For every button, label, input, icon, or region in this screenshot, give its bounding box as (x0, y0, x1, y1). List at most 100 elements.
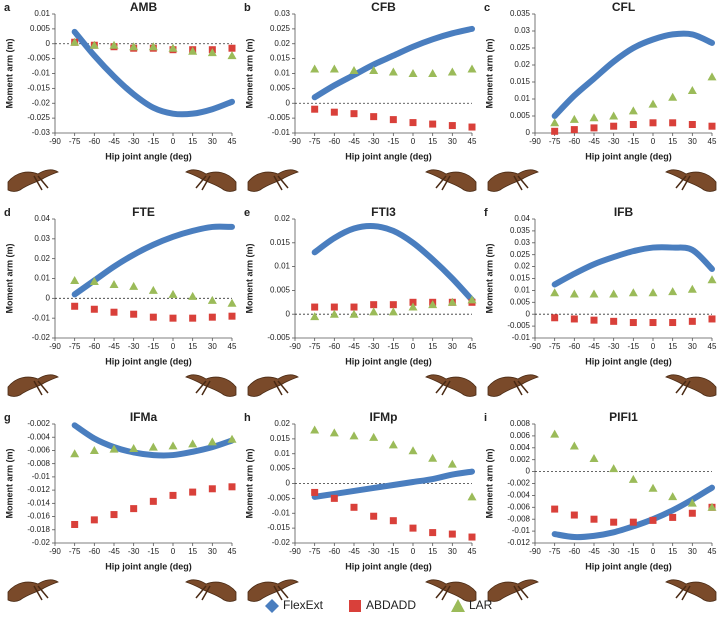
x-axis-label: Hip joint angle (deg) (585, 561, 672, 571)
triangle-marker (310, 312, 320, 321)
y-tick-label: 0.005 (270, 83, 291, 92)
triangle-marker (349, 309, 359, 318)
y-tick-label: -0.005 (267, 333, 290, 342)
triangle-marker (148, 285, 158, 294)
y-tick-label: -0.025 (27, 113, 50, 122)
y-tick-label: 0 (526, 309, 531, 318)
bird-leg (273, 585, 289, 601)
bird-shape (487, 169, 539, 192)
square-marker (551, 505, 559, 513)
x-tick-label: -90 (49, 137, 61, 146)
square-marker (90, 516, 98, 524)
x-tick-label: -45 (348, 137, 360, 146)
triangle-marker (168, 441, 178, 450)
x-tick-label: -30 (128, 137, 140, 146)
legend-label: FlexExt (283, 598, 324, 612)
x-tick-label: -75 (69, 547, 81, 556)
square-marker (330, 303, 338, 311)
flexext-line (71, 422, 235, 459)
y-tick-label: -0.016 (27, 512, 50, 521)
flexext-line (551, 244, 715, 288)
y-tick-label: -0.01 (32, 69, 51, 78)
square-marker (669, 319, 677, 327)
y-tick-label: 0.025 (510, 250, 531, 259)
y-tick-label: 0.015 (510, 274, 531, 283)
bird-leg (435, 175, 451, 191)
x-tick-label: 15 (428, 137, 437, 146)
x-tick-label: 0 (171, 547, 176, 556)
square-marker (311, 105, 319, 113)
square-marker (649, 516, 657, 524)
square-marker (570, 315, 578, 323)
bird-icon (425, 169, 477, 192)
triangle-marker (447, 297, 457, 306)
flexext-line (311, 223, 475, 303)
y-tick-label: 0.002 (510, 455, 531, 464)
square-marker (350, 110, 358, 118)
triangle-marker (648, 99, 658, 108)
y-tick-label: 0.015 (510, 77, 531, 86)
triangle-marker (329, 64, 339, 73)
y-tick-label: 0.03 (514, 26, 530, 35)
flexext-line (71, 223, 235, 298)
bird-icon (185, 579, 237, 602)
x-tick-label: -90 (49, 342, 61, 351)
x-tick-label: -60 (569, 137, 581, 146)
x-tick-label: -30 (608, 137, 620, 146)
y-tick-label: -0.018 (27, 525, 50, 534)
triangle-marker (408, 69, 418, 77)
x-tick-label: 0 (171, 137, 176, 146)
y-tick-label: 0.01 (34, 9, 50, 18)
y-tick-label: -0.008 (507, 514, 530, 523)
x-tick-label: -45 (108, 137, 120, 146)
triangle-marker (707, 502, 717, 511)
triangle-marker (628, 474, 638, 483)
square-marker (350, 303, 358, 311)
square-marker (208, 313, 216, 321)
bird-shape (665, 374, 717, 397)
square-marker (570, 511, 578, 519)
y-tick-label: 0.005 (270, 286, 291, 295)
square-marker (228, 312, 236, 320)
x-tick-label: 30 (208, 342, 217, 351)
square-marker (71, 302, 79, 310)
x-axis-label: Hip joint angle (deg) (345, 561, 432, 571)
panel-letter: c (484, 2, 490, 14)
square-marker (448, 530, 456, 538)
bird-icon (7, 169, 59, 192)
y-tick-label: -0.002 (27, 419, 50, 428)
y-tick-label: -0.015 (27, 83, 50, 92)
square-marker (228, 44, 236, 52)
y-tick-label: -0.02 (32, 333, 51, 342)
x-tick-label: -30 (128, 342, 140, 351)
y-tick-label: 0.03 (274, 9, 290, 18)
y-tick-label: -0.012 (507, 538, 530, 547)
panel-letter: i (484, 412, 487, 424)
triangle-marker (609, 289, 619, 298)
y-tick-label: 0 (286, 479, 291, 488)
x-tick-label: -15 (148, 342, 160, 351)
square-marker (610, 122, 618, 130)
triangle-marker (687, 86, 697, 94)
square-marker (350, 503, 358, 511)
bird-icon (487, 579, 539, 602)
triangle-marker (648, 483, 658, 492)
chart-title: IFMp (370, 410, 398, 424)
square-marker (169, 491, 177, 499)
triangle-marker (668, 287, 678, 296)
x-tick-label: -75 (309, 342, 321, 351)
bird-icon (665, 579, 717, 602)
triangle-marker (329, 309, 339, 318)
bird-icon (247, 579, 299, 602)
square-marker (590, 515, 598, 523)
square-marker (189, 314, 197, 322)
triangle-marker (168, 289, 178, 298)
x-tick-label: -15 (148, 547, 160, 556)
square-marker (370, 113, 378, 121)
triangle-marker (89, 276, 99, 285)
triangle-marker (668, 92, 678, 101)
x-axis-label: Hip joint angle (deg) (105, 561, 192, 571)
chart-title: IFB (614, 205, 634, 219)
x-tick-label: 0 (411, 137, 416, 146)
